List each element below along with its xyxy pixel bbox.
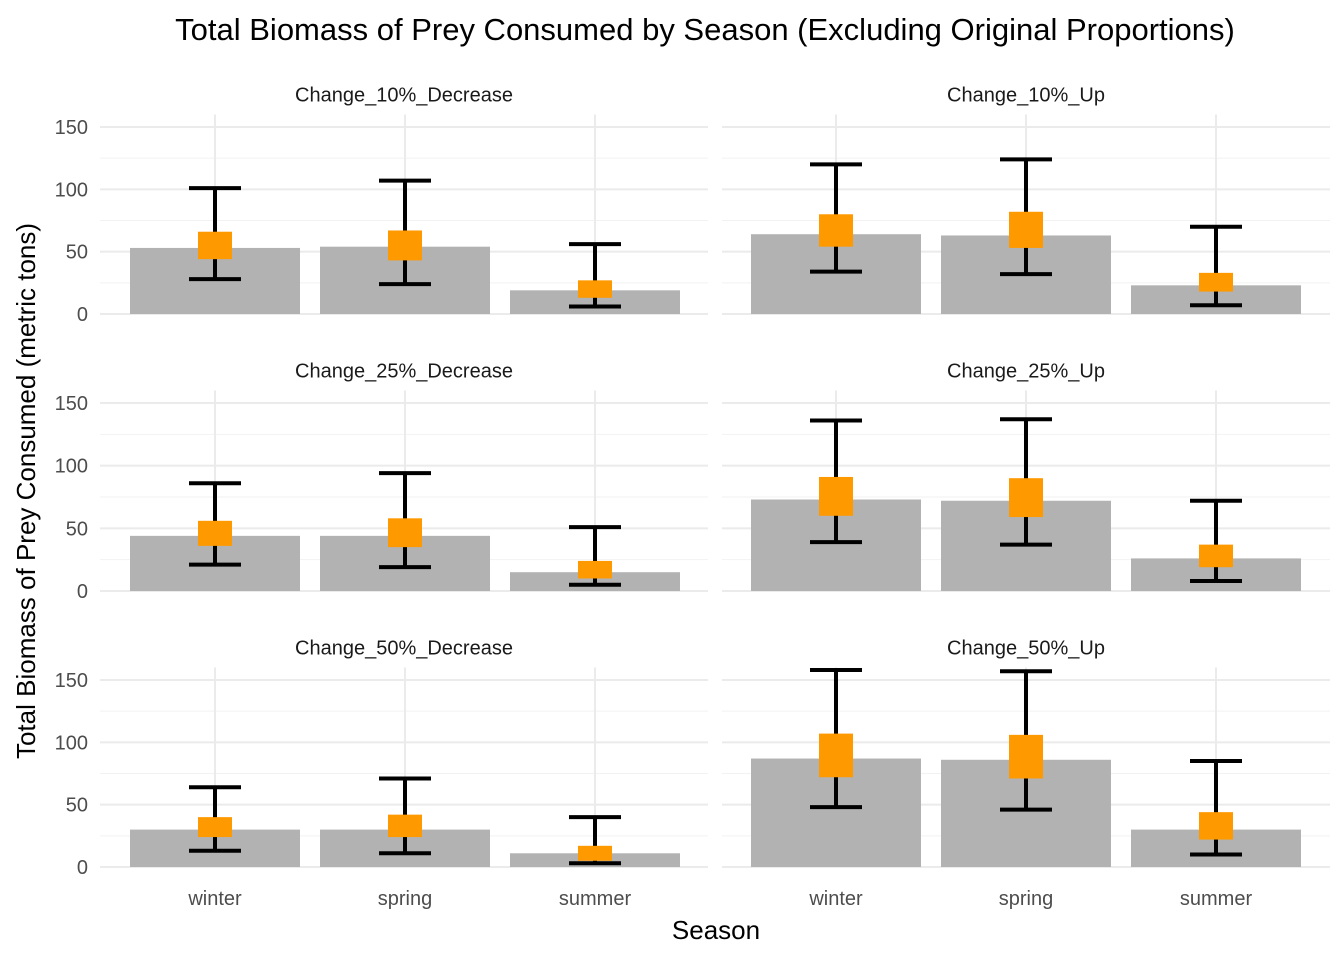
- y-tick-label: 150: [55, 670, 88, 692]
- y-tick-label: 150: [55, 117, 88, 139]
- median-point: [388, 518, 422, 548]
- y-tick-label: 100: [55, 732, 88, 754]
- median-point: [198, 817, 232, 838]
- median-point: [198, 231, 232, 260]
- y-tick-label: 50: [66, 242, 88, 264]
- y-axis-title: Total Biomass of Prey Consumed (metric t…: [11, 223, 41, 759]
- median-point: [578, 280, 612, 298]
- facet-panel: Change_25%_Decrease 0 50 100 150: [55, 360, 708, 603]
- median-point: [819, 733, 853, 778]
- median-point: [198, 520, 232, 546]
- x-axis-title: Season: [672, 915, 760, 945]
- x-tick-label: winter: [187, 888, 242, 910]
- facet-panel: Change_25%_Up: [722, 360, 1330, 592]
- x-tick-label: summer: [559, 888, 632, 910]
- facet-label: Change_10%_Up: [947, 85, 1105, 107]
- x-tick-label: spring: [378, 888, 432, 910]
- median-point: [388, 230, 422, 261]
- y-tick-label: 0: [77, 857, 88, 879]
- chart-title: Total Biomass of Prey Consumed by Season…: [175, 12, 1235, 47]
- x-tick-label: winter: [808, 888, 863, 910]
- facet-label: Change_50%_Up: [947, 638, 1105, 660]
- facet-label: Change_25%_Up: [947, 360, 1105, 382]
- facet-label: Change_10%_Decrease: [295, 85, 513, 107]
- median-point: [388, 814, 422, 838]
- median-point: [1009, 734, 1043, 779]
- x-tick-label: spring: [999, 888, 1053, 910]
- median-point: [578, 845, 612, 861]
- median-point: [1199, 272, 1233, 292]
- median-point: [578, 560, 612, 579]
- facet-label: Change_50%_Decrease: [295, 638, 513, 660]
- y-tick-label: 100: [55, 179, 88, 201]
- median-point: [1009, 211, 1043, 248]
- median-point: [1199, 544, 1233, 568]
- median-point: [819, 214, 853, 247]
- y-tick-label: 50: [66, 518, 88, 540]
- y-tick-label: 50: [66, 795, 88, 817]
- error-bar: [1190, 224, 1242, 308]
- y-tick-label: 150: [55, 393, 88, 415]
- median-point: [819, 476, 853, 516]
- median-point: [1199, 812, 1233, 840]
- y-tick-label: 0: [77, 304, 88, 326]
- error-bar: [1190, 498, 1242, 583]
- y-tick-label: 0: [77, 581, 88, 603]
- x-tick-label: summer: [1180, 888, 1253, 910]
- facet-panel: Change_50%_Decrease 0 50 100 150 winter spring…: [55, 638, 708, 910]
- facet-panel: Change_10%_Decrease 0 50 100 150: [55, 85, 708, 326]
- median-point: [1009, 478, 1043, 518]
- facet-label: Change_25%_Decrease: [295, 360, 513, 382]
- facet-panel: Change_10%_Up: [722, 85, 1330, 315]
- y-tick-label: 100: [55, 456, 88, 478]
- facet-panels: Change_10%_Decrease 0 50 100 150 Change_10%_U…: [55, 85, 1330, 910]
